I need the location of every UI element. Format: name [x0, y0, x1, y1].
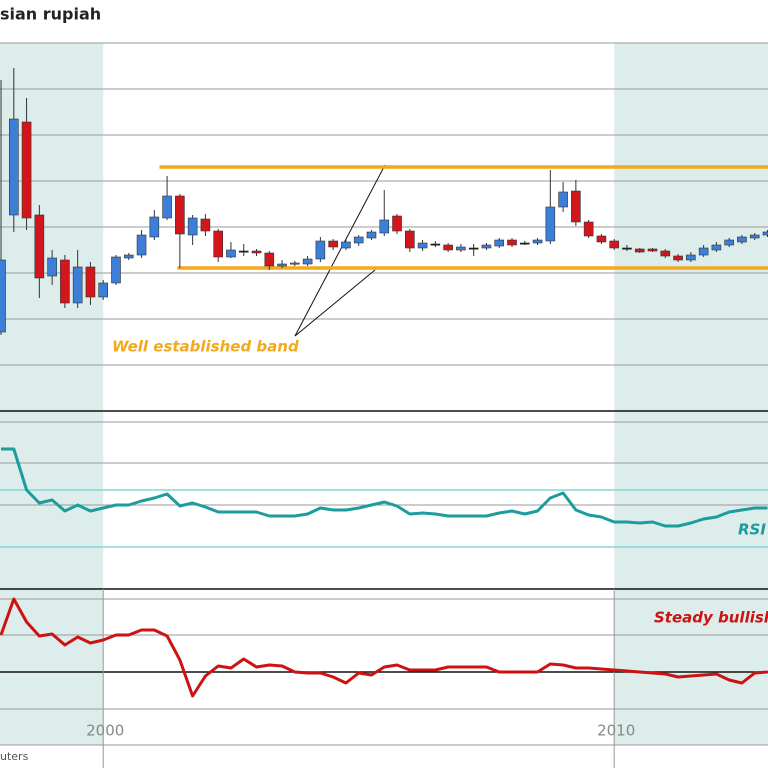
candle-body	[60, 259, 70, 304]
candle-body	[238, 250, 249, 253]
candle-body	[21, 121, 32, 219]
source: uters	[0, 750, 29, 763]
candle-body	[571, 190, 581, 223]
candle-body	[34, 214, 45, 279]
x-tick-label: 2000	[86, 722, 124, 740]
candle-body	[72, 266, 83, 304]
candle-body	[149, 216, 160, 238]
candle-body	[290, 262, 300, 265]
chart-title: sian rupiah	[0, 5, 101, 24]
candle-body	[111, 256, 121, 284]
candle-body	[456, 246, 466, 251]
candle-body	[749, 234, 760, 239]
candle-body	[136, 234, 147, 256]
candle-body	[622, 247, 632, 250]
annotation: Well established band	[112, 338, 299, 356]
candle-body	[98, 282, 109, 298]
candle-body	[47, 257, 57, 277]
candle-body	[724, 239, 734, 246]
candle-body	[673, 255, 683, 261]
candle-body	[686, 254, 696, 261]
candle-body	[519, 242, 530, 245]
candle-body	[481, 244, 492, 249]
candle-body	[762, 231, 768, 236]
candle-body	[353, 236, 364, 244]
candle-body	[468, 247, 479, 250]
candle-body	[175, 195, 185, 235]
candle-body	[392, 215, 402, 232]
candle-body	[0, 259, 6, 333]
indicator-line	[1, 447, 768, 528]
candle-body	[634, 248, 645, 253]
candle-body	[8, 118, 19, 216]
annotation: RSI c	[738, 521, 768, 539]
candle-body	[698, 247, 709, 256]
candle-body	[583, 221, 594, 237]
candle-body	[711, 244, 722, 251]
candle-body	[494, 239, 505, 247]
candle-body	[443, 244, 453, 251]
candle-body	[277, 263, 287, 267]
candle-body	[200, 218, 211, 232]
candle-body	[405, 230, 415, 249]
candle-body	[315, 240, 326, 260]
candle-body	[251, 250, 262, 254]
candle-body	[737, 236, 747, 243]
candle-body	[366, 231, 377, 239]
candle-body	[417, 242, 428, 249]
candle-body	[507, 239, 517, 246]
candle-body	[545, 206, 556, 242]
candle-body	[596, 235, 607, 243]
candle-body	[302, 258, 313, 265]
candle-body	[328, 240, 338, 248]
candle-body	[264, 252, 275, 267]
candle-body	[162, 195, 172, 219]
candle-body	[647, 248, 658, 252]
candle-body	[226, 249, 236, 258]
grid	[0, 42, 768, 746]
x-tick-label: 2010	[597, 722, 635, 740]
candle-body	[532, 239, 543, 244]
shaded-period	[614, 43, 768, 745]
indicator-line	[0, 597, 768, 698]
candle-body	[660, 250, 671, 257]
candle-body	[123, 254, 134, 259]
candle-body	[609, 240, 619, 249]
candle-body	[213, 230, 223, 258]
candle-body	[341, 241, 351, 249]
candle-body	[379, 219, 390, 234]
candle-body	[558, 191, 568, 208]
candle-body	[187, 217, 198, 236]
candle-body	[430, 243, 441, 246]
candle-body	[85, 266, 96, 298]
annotation: Steady bullish	[654, 609, 768, 627]
